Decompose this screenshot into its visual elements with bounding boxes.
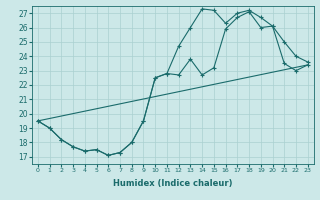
X-axis label: Humidex (Indice chaleur): Humidex (Indice chaleur) bbox=[113, 179, 233, 188]
